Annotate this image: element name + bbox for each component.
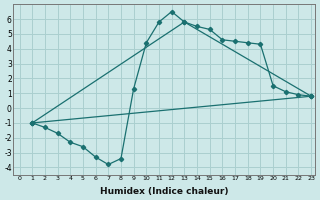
X-axis label: Humidex (Indice chaleur): Humidex (Indice chaleur) (100, 187, 228, 196)
